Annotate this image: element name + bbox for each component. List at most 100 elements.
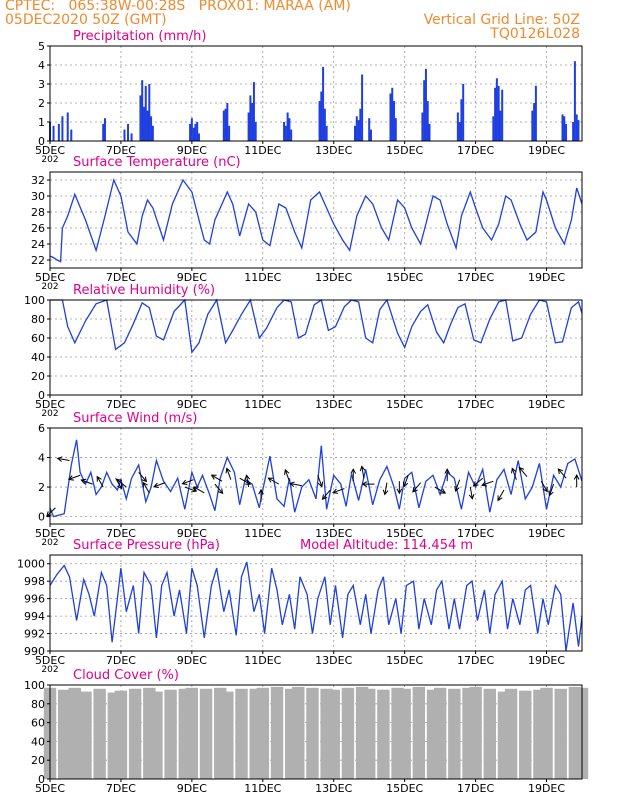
x-tick-label: 13DEC [315,527,352,540]
y-tick-label: 998 [24,575,45,588]
y-tick-label: 4 [38,59,45,72]
precip-bar [102,123,105,141]
y-tick-label: 20 [31,370,45,383]
cloud-cover-bar [93,688,106,779]
cloud-cover-bar [448,688,461,779]
y-tick-label: 0 [38,773,45,786]
wind-arrow [214,483,224,495]
wind-arrow-shaft [473,477,484,487]
y-tick-label: 100 [24,294,45,307]
precip-bar [426,101,429,141]
cloud-cover-bar [398,688,411,779]
wind-arrow-head [80,478,87,485]
wind-arrow-head [472,481,479,487]
x-tick-label: 7DEC [106,398,136,411]
cloud-cover-bar [128,688,142,779]
wind-arrow-head [217,488,224,495]
wind-arrow-shaft [246,475,250,488]
precip-bar [146,110,149,141]
wind-arrow-shaft [81,479,93,485]
wind-arrow [192,486,205,494]
wind-arrow-head [267,477,274,483]
precip-bar [226,103,229,141]
precip-bar [224,108,227,141]
x-tick-label: 19DEC [528,144,565,157]
wind-arrow-head [468,493,475,500]
wind-arrow-head [258,488,264,495]
x-tick-label: 11DEC [244,782,281,795]
wind-arrow-shaft [511,468,517,480]
panel-frame [49,171,583,269]
wind-arrow-shaft [182,479,194,485]
x-tick-label: 15DEC [386,271,423,284]
x-tick-label: 11DEC [244,398,281,411]
wind-arrow [153,482,166,488]
wind-arrow-head [244,474,251,481]
wind-arrow-shaft [68,474,81,480]
model-altitude-label: Model Altitude: 114.454 m [300,538,473,553]
x-tick-label: 9DEC [177,398,207,411]
y-tick-label: 992 [24,628,45,641]
y-tick-label: 2 [38,481,45,494]
cloud-cover-bar [235,688,248,779]
precip-bar [148,84,151,141]
precip-bar [123,129,126,141]
wind-arrow-shaft [332,488,345,494]
wind-arrow-head [288,481,295,488]
wind-arrow-head [542,486,548,493]
precip-bar [577,120,580,141]
wind-arrow [116,478,127,488]
precip-bar [563,116,566,141]
precip-bar [189,123,192,141]
precip-bar [533,103,536,141]
x-tick-label: 11DEC [244,654,281,667]
x-year-stub: 202 [41,282,58,292]
x-tick-label: 5DEC [35,654,65,667]
cloud-cover-bar [377,689,390,779]
x-tick-label: 15DEC [386,527,423,540]
x-tick-label: 7DEC [106,527,136,540]
wind-arrow [350,468,357,482]
precip-bar [460,99,463,141]
header-line3-right: TQ0126L028 [490,26,580,42]
precip-bar [499,110,502,141]
precip-bar [573,61,576,142]
wind-arrow [258,488,264,502]
wind-arrow-shaft [434,486,446,494]
wind-arrow-shaft [226,468,232,480]
precip-bar [52,125,55,141]
x-tick-label: 11DEC [244,144,281,157]
panel-title: Precipitation (mm/h) [73,29,206,44]
cloud-cover-bar [79,691,92,779]
precip-bar [534,85,537,141]
wind-arrow [444,468,451,482]
precip-bar [130,133,133,141]
wind-arrow-shaft [96,476,104,488]
wind-arrow-shaft [268,477,280,485]
wind-arrow-shaft [138,471,147,482]
precip-bar [501,89,504,141]
x-tick-label: 7DEC [106,144,136,157]
wind-arrow-head [350,468,357,474]
x-tick-label: 19DEC [528,527,565,540]
precip-bar [428,123,431,141]
wind-arrow-head [181,479,188,486]
x-tick-label: 19DEC [528,654,565,667]
wind-arrow-shaft [384,482,388,495]
precip-bar [318,101,321,141]
cloud-cover-bar [150,691,163,779]
wind-arrow-shaft [469,486,473,499]
y-tick-label: 26 [31,222,45,235]
x-tick-label: 17DEC [457,271,494,284]
x-tick-label: 11DEC [244,527,281,540]
wind-arrow-shaft [116,478,127,488]
wind-arrow-head [382,489,389,496]
x-tick-label: 5DEC [35,144,65,157]
x-tick-label: 19DEC [528,782,565,795]
wind-arrow-head [396,488,403,495]
precip-bar [492,116,495,141]
precip-bar [192,127,195,141]
precip-bar [194,123,197,141]
cloud-cover-bar [292,686,305,779]
